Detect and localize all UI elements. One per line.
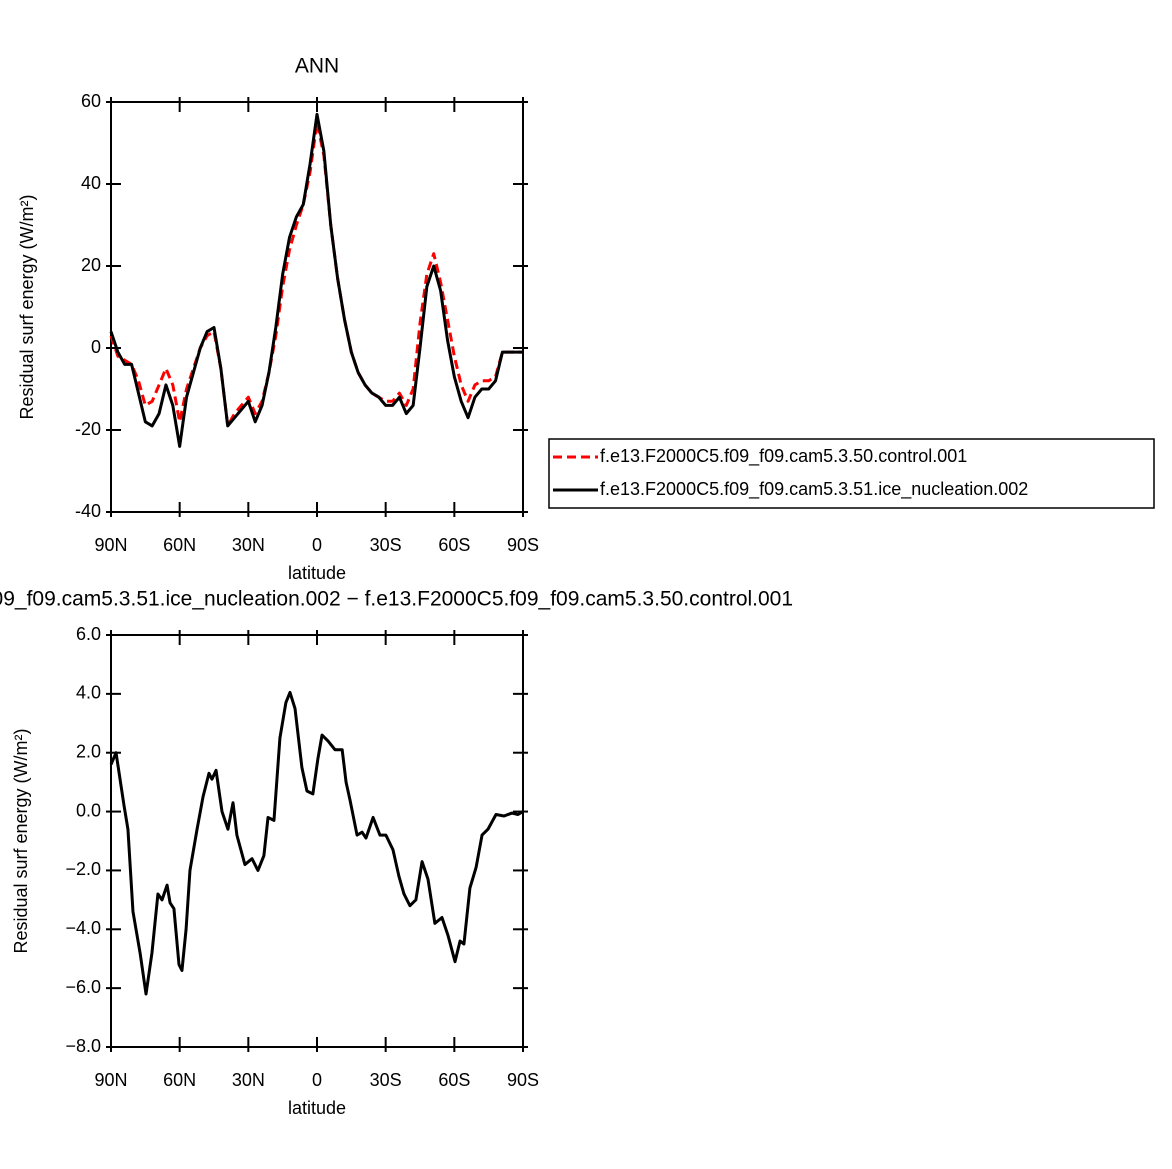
y-tick-label: −8.0	[65, 1036, 101, 1056]
data-line	[109, 121, 523, 428]
y-tick-label: 2.0	[76, 741, 101, 761]
data-line	[109, 112, 523, 448]
x-tick-label: 90S	[507, 535, 539, 555]
x-tick-label: 30N	[232, 1070, 265, 1090]
y-tick-label: 60	[81, 91, 101, 111]
plot-frame	[110, 634, 524, 1048]
x-tick-label: 30N	[232, 535, 265, 555]
x-tick-label: 60N	[163, 535, 196, 555]
y-tick-label: 0.0	[76, 800, 101, 820]
legend-box	[548, 438, 1155, 509]
x-axis-label: latitude	[288, 1098, 346, 1118]
x-tick-label: 90N	[94, 1070, 127, 1090]
x-tick-label: 60S	[438, 535, 470, 555]
y-tick-label: 20	[81, 255, 101, 275]
x-axis-label: latitude	[288, 563, 346, 583]
y-tick-label: −2.0	[65, 859, 101, 879]
x-tick-label: 90N	[94, 535, 127, 555]
x-tick-label: 60N	[163, 1070, 196, 1090]
x-tick-label: 0	[312, 535, 322, 555]
x-tick-label: 90S	[507, 1070, 539, 1090]
chart-title: ANN	[295, 55, 339, 78]
x-tick-label: 60S	[438, 1070, 470, 1090]
plot-frame	[110, 101, 524, 513]
y-tick-label: -40	[75, 501, 101, 521]
y-axis-label: Residual surf energy (W/m²)	[17, 194, 37, 419]
y-tick-label: 0	[91, 337, 101, 357]
legend-label: f.e13.F2000C5.f09_f09.cam5.3.51.ice_nucl…	[600, 479, 1028, 500]
chart-title: f.e13.F2000C5.f09_f09.cam5.3.51.ice_nucl…	[0, 588, 793, 611]
data-line	[109, 690, 524, 996]
y-tick-label: 4.0	[76, 683, 101, 703]
x-tick-label: 0	[312, 1070, 322, 1090]
y-tick-label: 6.0	[76, 624, 101, 644]
y-tick-label: −6.0	[65, 977, 101, 997]
x-tick-label: 30S	[370, 1070, 402, 1090]
y-tick-label: −4.0	[65, 918, 101, 938]
x-tick-label: 30S	[370, 535, 402, 555]
y-axis-label: Residual surf energy (W/m²)	[11, 728, 31, 953]
y-tick-label: -20	[75, 419, 101, 439]
legend-label: f.e13.F2000C5.f09_f09.cam5.3.50.control.…	[600, 446, 967, 467]
y-tick-label: 40	[81, 173, 101, 193]
